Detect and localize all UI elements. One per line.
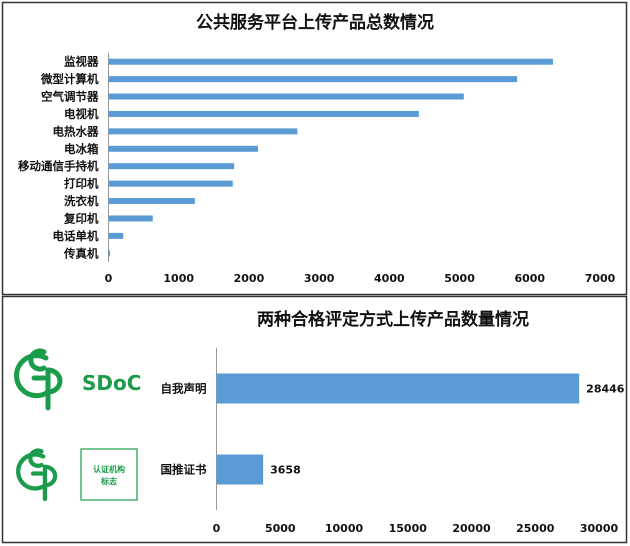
chart-title-products: 公共服务平台上传产品总数情况 xyxy=(196,12,434,33)
top-chart-bar xyxy=(108,250,110,257)
ccc-cp-mark-cert xyxy=(16,448,58,502)
top-chart-x-tick-label: 5000 xyxy=(444,272,475,285)
sdoc-logo-text: SDoC xyxy=(82,371,141,395)
bottom-chart-x-tick-label: 5000 xyxy=(265,522,296,535)
bottom-chart-x-tick-label: 30000 xyxy=(580,522,619,535)
logo-arc-top xyxy=(28,348,47,372)
top-chart-x-tick-label: 1000 xyxy=(163,272,194,285)
chart-title-assessment: 两种合格评定方式上传产品数量情况 xyxy=(257,309,529,330)
bottom-chart-x-tick-label: 10000 xyxy=(325,522,364,535)
top-chart-category-label: 电冰箱 xyxy=(64,142,99,156)
top-chart-category-label: 空气调节器 xyxy=(41,90,99,104)
bottom-chart-x-tick-label: 15000 xyxy=(389,522,428,535)
top-chart-category-label: 电话单机 xyxy=(53,229,99,243)
cert-mark-text-line1: 认证机构 xyxy=(93,464,125,474)
bottom-chart-category-label: 自我声明 xyxy=(161,382,207,396)
top-chart-x-tick-label: 3000 xyxy=(304,272,335,285)
bottom-chart-bar xyxy=(216,454,264,485)
cert-mark-text-line2: 标志 xyxy=(100,476,117,486)
cert-mark-box xyxy=(80,448,138,501)
top-chart-bar xyxy=(108,198,195,205)
top-chart-category-label: 监视器 xyxy=(64,55,99,69)
top-chart-bar xyxy=(108,93,464,100)
bottom-chart-x-tick-label: 0 xyxy=(213,522,221,535)
top-chart-x-tick-label: 7000 xyxy=(585,272,616,285)
top-chart-x-tick-label: 0 xyxy=(105,272,113,285)
top-chart-category-label: 移动通信手持机 xyxy=(18,159,99,173)
top-chart-category-label: 洗衣机 xyxy=(64,194,99,208)
logo-stem xyxy=(45,367,63,411)
bottom-chart-x-tick-label: 20000 xyxy=(452,522,491,535)
top-chart-category-label: 打印机 xyxy=(64,177,99,191)
top-chart-bar xyxy=(108,145,259,152)
top-chart-x-tick-label: 4000 xyxy=(374,272,405,285)
bottom-chart-x-tick-label: 25000 xyxy=(516,522,555,535)
logo-stem xyxy=(42,464,58,502)
top-chart-category-label: 微型计算机 xyxy=(40,72,99,86)
bottom-chart-frame xyxy=(1,295,628,544)
top-chart-bar xyxy=(108,76,518,83)
top-chart-bar xyxy=(108,110,419,117)
certification-logo: 认证机构 标志 xyxy=(16,448,138,502)
top-chart-bar xyxy=(108,128,298,135)
bottom-chart-bar xyxy=(216,373,580,404)
top-chart-bar xyxy=(108,215,153,222)
bottom-chart-data-label: 28446 xyxy=(586,383,625,396)
bottom-chart-category-label: 国推证书 xyxy=(161,463,207,477)
top-chart-bar xyxy=(108,232,124,239)
top-chart-bar xyxy=(108,163,235,170)
top-chart-frame xyxy=(1,1,628,296)
top-chart-category-label: 复印机 xyxy=(63,211,99,225)
ccc-cp-mark-sdoc xyxy=(14,348,63,411)
top-chart-x-tick-label: 2000 xyxy=(234,272,265,285)
bottom-chart-marks: 自我声明 28446 国推证书 3658 0 5000 10000 15000 20000 250… xyxy=(161,373,625,535)
sdoc-logo: SDoC xyxy=(14,348,141,411)
top-chart-marks: 监视器微型计算机空气调节器电视机电热水器电冰箱移动通信手持机打印机洗衣机复印机电… xyxy=(18,55,616,285)
logo-arc-top xyxy=(28,448,44,468)
top-chart-bar xyxy=(108,58,553,65)
bottom-chart-data-label: 3658 xyxy=(270,464,301,477)
top-chart-category-label: 电热水器 xyxy=(53,124,99,138)
top-chart-x-tick-label: 6000 xyxy=(514,272,545,285)
top-chart-category-label: 传真机 xyxy=(63,246,99,260)
top-chart-category-label: 电视机 xyxy=(64,107,99,121)
top-chart-bar xyxy=(108,180,233,187)
